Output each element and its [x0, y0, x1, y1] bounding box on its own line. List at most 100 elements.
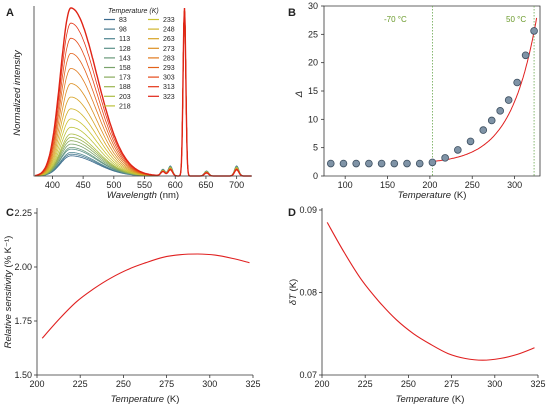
panel-a-ylabel: Normalized intensity — [12, 49, 23, 136]
panel-c-xlabel: Temperature (K) — [111, 394, 180, 405]
panel-b-point-283 — [496, 107, 504, 115]
panel-b: B 100 150 200 250 300 0 5 10 15 20 25 30 -70 °C 50 … — [288, 1, 541, 201]
panel-b-point-173 — [403, 159, 411, 168]
panel-b-y-tick-label: 0 — [313, 171, 318, 181]
panel-c-x-tick-label: 300 — [202, 379, 217, 389]
panel-b-x-tick-label: 300 — [507, 180, 522, 190]
panel-d-axes — [321, 208, 538, 376]
legend-label-203: 203 — [119, 94, 131, 101]
panel-b-annot-right: 50 °C — [506, 15, 526, 24]
legend-label-323: 323 — [163, 94, 175, 101]
panel-b-point-248 — [466, 137, 475, 146]
panel-d-xlabel: Temperature (K) — [396, 394, 465, 405]
panel-b-fit-line — [429, 17, 538, 163]
panel-c-y-tick-label: 2.00 — [14, 262, 32, 272]
panel-b-point-98 — [339, 159, 348, 168]
panel-d-y-tick-label: 0.08 — [299, 288, 317, 298]
panel-c-y-tick-label: 2.25 — [14, 208, 32, 218]
panel-d-y-tick-label: 0.09 — [299, 205, 317, 215]
legend-label-283: 283 — [163, 55, 175, 62]
legend-label-83: 83 — [119, 17, 127, 24]
legend-label-98: 98 — [119, 27, 127, 34]
panel-b-x-tick-label: 250 — [465, 180, 480, 190]
panel-c: C 200 225 250 275 300 325 1.50 1.75 2.00 2.25 Rel… — [3, 207, 261, 405]
spectrum-line-128 — [35, 7, 252, 177]
panel-c-x-tick-label: 275 — [159, 379, 174, 389]
panel-a-legend-title: Temperature (K) — [108, 8, 159, 15]
panel-b-point-203 — [428, 158, 437, 167]
panel-b-axes — [323, 5, 541, 177]
panel-a-x-ticks: 400 450 500 550 600 650 700 — [45, 176, 244, 190]
panel-d-ylabel: δT (K) — [288, 279, 299, 305]
panel-b-points — [326, 27, 538, 168]
panel-b-x-tick-label: 200 — [422, 180, 437, 190]
panel-b-point-113 — [352, 159, 360, 168]
panel-c-label: C — [6, 207, 14, 219]
legend-label-113: 113 — [119, 36, 130, 43]
panel-d-x-tick-label: 325 — [530, 379, 545, 389]
panel-c-x-tick-label: 250 — [116, 379, 131, 389]
panel-a-x-tick-label: 600 — [168, 180, 183, 190]
panel-b-x-tick-label: 100 — [338, 180, 353, 190]
legend-label-218: 218 — [119, 103, 131, 110]
panel-b-ticks: 100 150 200 250 300 0 5 10 15 20 25 30 — [308, 1, 522, 190]
panel-b-point-293 — [504, 96, 513, 104]
panel-a-label: A — [6, 7, 14, 19]
panel-b-annot-left: -70 °C — [384, 15, 407, 24]
legend-label-233: 233 — [163, 17, 175, 24]
panel-a-x-tick-label: 500 — [106, 180, 121, 190]
panel-c-y-tick-label: 1.75 — [14, 316, 32, 326]
panel-b-y-tick-label: 30 — [308, 1, 318, 11]
panel-b-point-83 — [326, 159, 335, 168]
panel-a-xlabel: Wavelength (nm) — [107, 190, 179, 201]
panel-b-point-303 — [513, 78, 521, 87]
panel-a-x-tick-label: 650 — [198, 180, 213, 190]
panel-a-x-tick-label: 700 — [229, 180, 244, 190]
panel-c-x-tick-label: 225 — [73, 379, 88, 389]
panel-b-y-tick-label: 10 — [308, 114, 318, 124]
panel-c-y-tick-label: 1.50 — [14, 370, 32, 380]
panel-a-x-tick-label: 400 — [45, 180, 60, 190]
panel-b-y-tick-label: 5 — [313, 143, 318, 153]
panel-d-y-tick-label: 0.07 — [299, 370, 317, 380]
panel-b-label: B — [288, 7, 296, 19]
panel-b-point-323 — [530, 27, 538, 35]
panel-b-point-143 — [377, 159, 386, 168]
panel-b-y-tick-label: 25 — [308, 29, 318, 39]
panel-d-x-tick-label: 250 — [401, 379, 416, 389]
legend-label-303: 303 — [163, 75, 175, 82]
panel-c-line — [41, 253, 250, 339]
panel-d-ticks: 200 225 250 275 300 325 0.07 0.08 0.09 — [299, 205, 545, 389]
legend-label-173: 173 — [119, 75, 131, 82]
panel-b-point-128 — [365, 159, 373, 168]
panel-a-spectra — [35, 7, 252, 177]
legend-label-143: 143 — [119, 55, 131, 62]
panel-d-x-tick-label: 300 — [487, 379, 502, 389]
legend-label-128: 128 — [119, 46, 131, 53]
panel-b-point-218 — [441, 154, 449, 162]
panel-a: A 400 450 500 550 600 650 700 Normalized inten… — [6, 6, 252, 201]
panel-a-x-tick-label: 450 — [76, 180, 91, 190]
panel-b-y-tick-label: 15 — [308, 86, 318, 96]
legend-label-263: 263 — [163, 36, 175, 43]
legend-label-158: 158 — [119, 65, 131, 72]
panel-b-point-233 — [454, 146, 462, 154]
panel-c-axes — [36, 208, 253, 376]
panel-d-x-tick-label: 200 — [314, 379, 329, 389]
panel-b-point-263 — [479, 126, 488, 134]
panel-c-ticks: 200 225 250 275 300 325 1.50 1.75 2.00 2.25 — [14, 208, 260, 389]
panel-c-x-tick-label: 325 — [245, 379, 260, 389]
panel-d-line — [326, 222, 535, 361]
panel-b-point-188 — [415, 159, 424, 168]
panel-b-point-313 — [521, 51, 530, 60]
panel-d-label: D — [288, 207, 296, 219]
panel-b-point-158 — [390, 159, 399, 168]
panel-a-legend: Temperature (K) 83 98 113 128 143 158 173 188 20… — [104, 8, 175, 110]
panel-b-xlabel: Temperature (K) — [398, 190, 467, 201]
panel-b-point-273 — [487, 116, 496, 125]
panel-c-x-tick-label: 200 — [29, 379, 44, 389]
legend-label-188: 188 — [119, 84, 131, 91]
panel-b-y-tick-label: 20 — [308, 58, 318, 68]
